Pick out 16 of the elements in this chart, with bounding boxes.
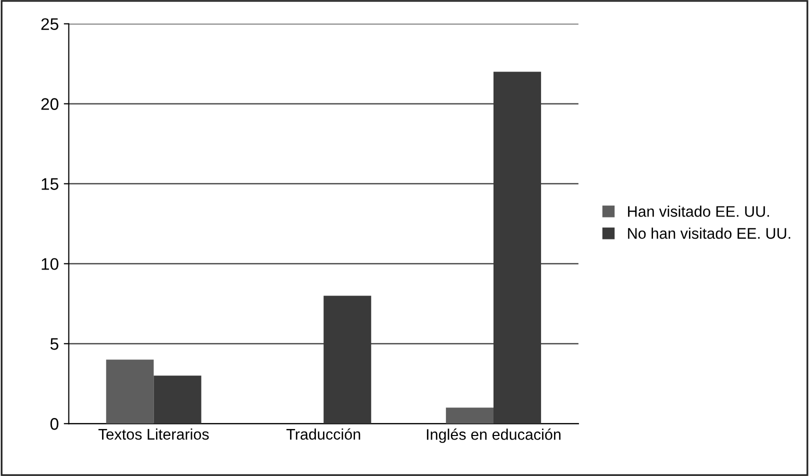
x-tick-label: Inglés en educación (426, 428, 560, 443)
y-tick-label: 5 (50, 338, 58, 350)
legend-label: Han visitado EE. UU. (628, 206, 769, 217)
y-tick-label: 25 (41, 18, 58, 30)
y-tick-label: 15 (42, 178, 58, 190)
x-tick-label: Textos Literarios (98, 428, 209, 440)
y-tick-label: 20 (41, 98, 58, 110)
y-tick-label: 0 (50, 418, 58, 430)
bar (324, 296, 372, 424)
y-tick-label: 10 (42, 258, 58, 270)
bar (154, 376, 202, 424)
x-tick-label: Traducción (286, 428, 360, 440)
bar (106, 360, 154, 424)
bar (446, 408, 494, 424)
bar (493, 72, 542, 424)
legend-label: No han visitado EE. UU. (628, 228, 790, 239)
